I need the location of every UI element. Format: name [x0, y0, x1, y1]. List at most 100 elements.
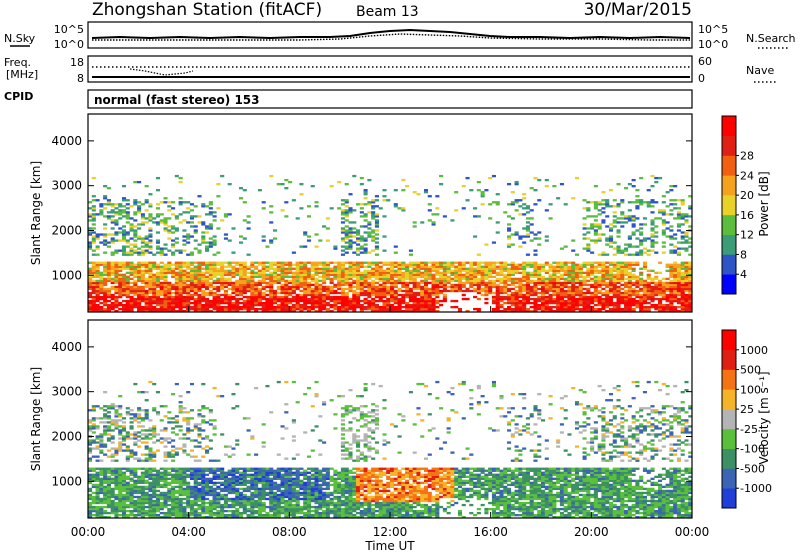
heatmap-cell [401, 295, 406, 299]
heatmap-cell [159, 247, 164, 250]
heatmap-cell [374, 293, 379, 297]
heatmap-cell [212, 291, 217, 295]
heatmap-cell [673, 249, 678, 252]
heatmap-cell [514, 303, 519, 307]
heatmap-cell [616, 309, 621, 313]
heatmap-cell [88, 421, 93, 424]
heatmap-cell [314, 289, 319, 293]
heatmap-cell [552, 277, 557, 281]
heatmap-cell [529, 281, 534, 285]
heatmap-cell [121, 253, 127, 256]
heatmap-cell [99, 445, 104, 448]
heatmap-cell [261, 269, 266, 272]
heatmap-cell [159, 301, 164, 305]
heatmap-cell [420, 271, 425, 274]
heatmap-cell [393, 307, 398, 311]
heatmap-cell [642, 285, 647, 289]
heatmap-cell [574, 253, 580, 256]
heatmap-cell [590, 239, 595, 242]
heatmap-cell [359, 293, 364, 297]
heatmap-cell [601, 287, 606, 291]
heatmap-cell [344, 235, 349, 238]
heatmap-cell [103, 307, 108, 311]
heatmap-cell [246, 299, 251, 303]
heatmap-cell [299, 207, 304, 210]
heatmap-cell [608, 205, 614, 208]
heatmap-cell [216, 267, 221, 270]
heatmap-cell [99, 471, 104, 474]
heatmap-cell [374, 277, 379, 281]
heatmap-cell [197, 267, 202, 270]
heatmap-cell [121, 501, 127, 505]
heatmap-cell [133, 469, 138, 472]
heatmap-cell [525, 261, 530, 264]
heatmap-cell [676, 271, 681, 274]
heatmap-cell [223, 265, 228, 268]
heatmap-cell [106, 479, 111, 483]
heatmap-cell [216, 279, 221, 283]
heatmap-cell [329, 305, 334, 309]
heatmap-cell [371, 261, 376, 264]
heatmap-cell [593, 289, 598, 293]
heatmap-cell [461, 283, 466, 287]
heatmap-cell [544, 281, 549, 285]
heatmap-cell [171, 285, 176, 289]
heatmap-cell [593, 219, 598, 222]
heatmap-cell [140, 391, 145, 394]
heatmap-cell [620, 199, 625, 202]
heatmap-cell [91, 407, 96, 410]
heatmap-cell [201, 239, 206, 242]
heatmap-cell [159, 293, 164, 297]
heatmap-cell [590, 215, 595, 218]
heatmap-cell [329, 285, 334, 289]
heatmap-cell [371, 239, 376, 242]
heatmap-cell [680, 289, 685, 293]
heatmap-cell [303, 233, 308, 236]
heatmap-cell [537, 199, 542, 202]
heatmap-cell [133, 483, 138, 487]
heatmap-cell [367, 293, 372, 297]
heatmap-cell [110, 263, 115, 266]
heatmap-cell [673, 217, 678, 220]
heatmap-cell [627, 215, 632, 218]
heatmap-cell [310, 295, 315, 299]
heatmap-cell [322, 301, 327, 305]
heatmap-cell [144, 497, 149, 501]
heatmap-cell [303, 293, 308, 297]
heatmap-cell [378, 207, 383, 210]
heatmap-cell [325, 271, 330, 274]
heatmap-cell [684, 309, 689, 313]
heatmap-cell [103, 477, 108, 480]
heatmap-cell [661, 201, 666, 204]
heatmap-cell [291, 275, 296, 279]
heatmap-cell [155, 231, 161, 234]
heatmap-cell [103, 277, 108, 281]
heatmap-cell [329, 287, 334, 291]
heatmap-cell [272, 261, 278, 264]
heatmap-cell [152, 279, 157, 283]
heatmap-cell [337, 297, 342, 301]
heatmap-cell [110, 267, 115, 270]
heatmap-cell [91, 417, 96, 420]
heatmap-cell [133, 239, 138, 242]
heatmap-cell [99, 501, 104, 505]
heatmap-cell [627, 209, 632, 212]
heatmap-cell [144, 495, 149, 499]
heatmap-cell [140, 299, 145, 303]
heatmap-cell [608, 281, 614, 285]
heatmap-cell [239, 261, 244, 264]
heatmap-cell [99, 295, 104, 299]
heatmap-cell [110, 493, 115, 497]
heatmap-cell [208, 213, 213, 216]
heatmap-cell [129, 229, 134, 232]
heatmap-cell [340, 301, 345, 305]
heatmap-cell [348, 273, 353, 277]
heatmap-cell [590, 291, 595, 295]
heatmap-cell [129, 455, 134, 458]
heatmap-cell [325, 303, 330, 307]
heatmap-cell [548, 299, 553, 303]
heatmap-cell [121, 509, 127, 513]
heatmap-cell [189, 285, 195, 289]
heatmap-cell [208, 225, 213, 228]
heatmap-cell [129, 295, 134, 299]
